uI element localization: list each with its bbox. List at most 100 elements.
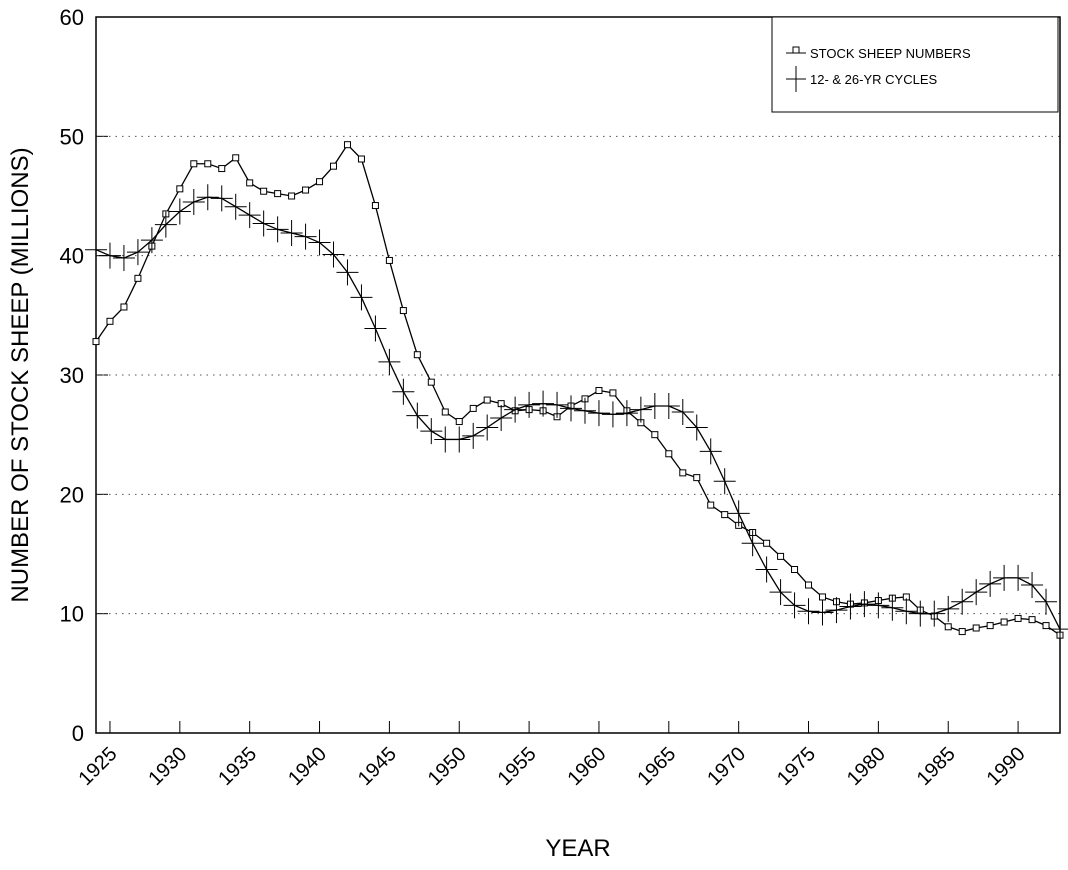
plus-marker: [811, 599, 834, 626]
plus-marker: [867, 592, 890, 619]
square-marker: [399, 307, 407, 315]
x-tick-label: 1945: [354, 743, 401, 790]
plus-marker: [629, 396, 652, 423]
plus-marker: [154, 211, 177, 238]
plus-marker: [350, 284, 373, 311]
square-marker: [1042, 622, 1050, 630]
plus-marker: [573, 397, 596, 424]
plus-marker: [937, 595, 960, 622]
plus-marker: [546, 391, 569, 418]
plus-marker: [853, 591, 876, 618]
square-marker: [1000, 618, 1008, 626]
square-marker: [190, 160, 198, 168]
square-marker: [1028, 616, 1036, 624]
square-marker: [609, 389, 617, 397]
plus-marker: [685, 414, 708, 441]
square-marker: [427, 378, 435, 386]
plus-marker: [168, 198, 191, 225]
legend-label: STOCK SHEEP NUMBERS: [810, 46, 971, 61]
square-marker: [218, 165, 226, 173]
plus-marker: [336, 259, 359, 286]
plus-marker: [769, 579, 792, 606]
square-marker: [441, 408, 449, 416]
x-tick-label: 1960: [563, 743, 610, 790]
square-marker: [357, 155, 365, 163]
x-tick-label: 1925: [74, 743, 121, 790]
plus-marker: [308, 229, 331, 256]
plus-marker: [364, 315, 387, 342]
square-marker: [679, 469, 687, 477]
plus-marker: [1035, 588, 1058, 615]
plus-marker: [140, 227, 163, 254]
plus-marker: [825, 597, 848, 624]
square-marker: [595, 387, 603, 395]
plus-marker: [671, 398, 694, 425]
plus-marker: [727, 500, 750, 527]
legend-box: [771, 16, 1059, 113]
legend-marker: [792, 46, 800, 54]
plus-marker: [322, 241, 345, 268]
square-marker: [721, 511, 729, 519]
x-tick-label: 1940: [284, 743, 331, 790]
plus-marker: [560, 395, 583, 422]
y-tick-label: 20: [60, 482, 84, 507]
plus-marker: [657, 393, 680, 420]
square-marker: [246, 179, 254, 187]
plus-marker: [1007, 564, 1030, 591]
square-marker: [413, 351, 421, 359]
y-tick-label: 30: [60, 363, 84, 388]
square-marker: [483, 396, 491, 404]
square-marker: [92, 338, 100, 346]
plus-marker: [741, 530, 764, 557]
plus-marker: [406, 402, 429, 429]
plus-marker: [1049, 616, 1068, 643]
square-marker: [106, 317, 114, 325]
y-tick-label: 50: [60, 124, 84, 149]
square-marker: [958, 628, 966, 636]
square-marker: [330, 162, 338, 170]
plus-marker: [923, 600, 946, 627]
series-line: [95, 196, 1061, 630]
square-marker: [972, 624, 980, 632]
square-marker: [805, 581, 813, 589]
plus-marker: [196, 184, 219, 211]
square-marker: [763, 539, 771, 547]
plus-marker: [210, 185, 233, 212]
square-marker: [455, 418, 463, 426]
square-marker: [134, 274, 142, 282]
x-tick-label: 1970: [703, 743, 750, 790]
plus-marker: [98, 242, 121, 269]
plus-marker: [951, 588, 974, 615]
y-tick-label: 0: [72, 721, 84, 746]
legend-label: 12- & 26-YR CYCLES: [810, 72, 937, 87]
x-tick-label: 1965: [633, 743, 680, 790]
plus-marker: [532, 390, 555, 417]
square-marker: [371, 202, 379, 210]
plus-marker: [420, 418, 443, 445]
plus-marker: [615, 400, 638, 427]
plus-marker: [182, 188, 205, 215]
square-marker: [176, 185, 184, 193]
plus-marker: [965, 579, 988, 606]
square-marker: [777, 552, 785, 560]
plus-marker: [378, 348, 401, 375]
plus-marker: [462, 422, 485, 449]
plot-frame: [95, 16, 1061, 734]
plus-marker: [126, 239, 149, 266]
square-marker: [316, 178, 324, 186]
square-marker: [665, 450, 673, 458]
x-tick-label: 1950: [424, 743, 471, 790]
x-tick-label: 1975: [773, 743, 820, 790]
square-marker: [302, 186, 310, 194]
plus-marker: [839, 593, 862, 620]
square-marker: [385, 256, 393, 264]
y-tick-label: 60: [60, 5, 84, 30]
y-tick-label: 10: [60, 602, 84, 627]
square-marker: [651, 431, 659, 439]
x-tick-label: 1930: [144, 743, 191, 790]
plus-marker: [294, 223, 317, 250]
plus-marker: [252, 210, 275, 237]
x-axis-label: YEAR: [545, 835, 610, 862]
square-marker: [986, 622, 994, 630]
